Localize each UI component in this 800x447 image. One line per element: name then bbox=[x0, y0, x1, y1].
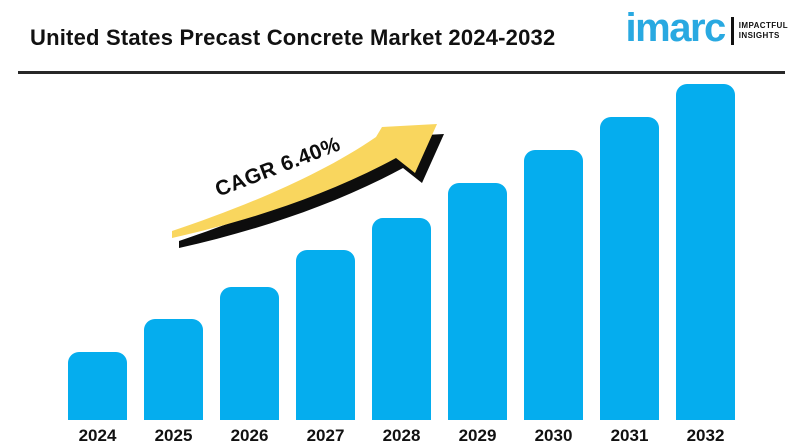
bar-column-2032: 2032 bbox=[676, 84, 735, 445]
bar-column-2027: 2027 bbox=[296, 250, 355, 445]
logo-tagline: IMPACTFUL INSIGHTS bbox=[739, 21, 788, 41]
bar-2029 bbox=[448, 183, 507, 420]
growth-arrow bbox=[172, 124, 444, 248]
bar-column-2025: 2025 bbox=[144, 319, 203, 445]
logo-divider-bar bbox=[730, 17, 734, 45]
bar-2025 bbox=[144, 319, 203, 420]
bar-label-2025: 2025 bbox=[154, 426, 193, 445]
bar-column-2026: 2026 bbox=[220, 287, 279, 445]
bar-label-2026: 2026 bbox=[230, 426, 269, 445]
bar-column-2029: 2029 bbox=[448, 183, 507, 445]
imarc-logo: imarc IMPACTFUL INSIGHTS bbox=[626, 8, 788, 48]
logo-tagline-line1: IMPACTFUL bbox=[738, 21, 788, 30]
bar-2031 bbox=[600, 117, 659, 420]
bar-label-2030: 2030 bbox=[534, 426, 573, 445]
bar-label-2028: 2028 bbox=[382, 426, 421, 445]
bar-label-2031: 2031 bbox=[610, 426, 649, 445]
bar-label-2027: 2027 bbox=[306, 426, 345, 445]
imarc-logo-wordmark: imarc bbox=[625, 6, 727, 50]
bar-2030 bbox=[524, 150, 583, 420]
bar-label-2024: 2024 bbox=[78, 426, 117, 445]
bar-2028 bbox=[372, 218, 431, 420]
bar-2032 bbox=[676, 84, 735, 420]
bar-2026 bbox=[220, 287, 279, 420]
bar-column-2024: 2024 bbox=[68, 352, 127, 445]
bar-label-2032: 2032 bbox=[686, 426, 725, 445]
chart-title: United States Precast Concrete Market 20… bbox=[30, 25, 556, 50]
growth-arrow-body bbox=[172, 124, 437, 238]
header-divider-line bbox=[18, 71, 785, 74]
bar-column-2028: 2028 bbox=[372, 218, 431, 445]
bar-label-2029: 2029 bbox=[458, 426, 497, 445]
bar-2027 bbox=[296, 250, 355, 420]
bar-column-2030: 2030 bbox=[524, 150, 583, 445]
bar-2024 bbox=[68, 352, 127, 420]
logo-tagline-line2: INSIGHTS bbox=[738, 31, 780, 40]
bar-column-2031: 2031 bbox=[600, 117, 659, 445]
